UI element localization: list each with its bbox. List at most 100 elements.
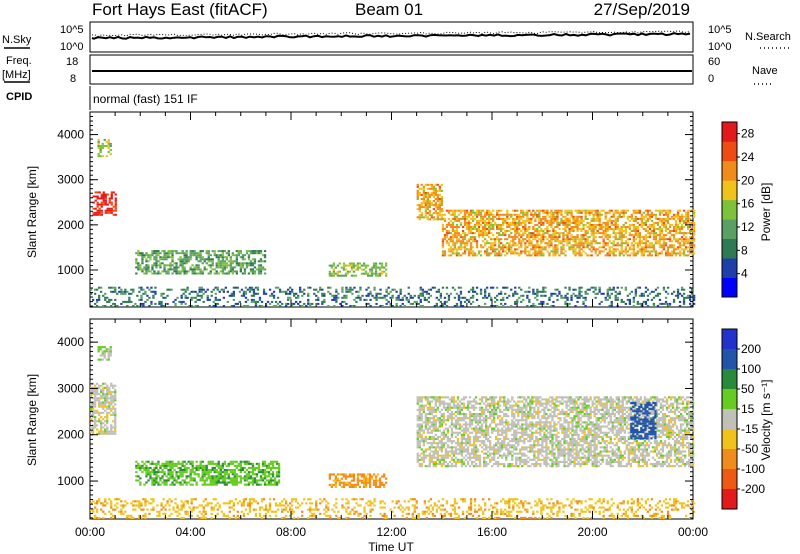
echo-cell — [436, 398, 439, 401]
echo-cell — [430, 458, 433, 461]
echo-cell — [532, 234, 535, 237]
echo-cell — [670, 252, 674, 255]
echo-cell — [303, 292, 306, 295]
echo-cell — [153, 272, 156, 275]
echo-cell — [291, 288, 294, 291]
echo-cell — [628, 302, 631, 305]
echo-cell — [419, 300, 422, 303]
echo-cell — [356, 262, 360, 265]
echo-cell — [660, 244, 664, 247]
echo-cell — [442, 406, 446, 409]
echo-cell — [554, 215, 557, 218]
echo-cell — [221, 477, 224, 480]
power-heatmap — [90, 138, 696, 307]
echo-cell — [432, 185, 435, 188]
echo-cell — [185, 254, 188, 257]
echo-cell — [269, 469, 273, 472]
echo-cell — [416, 435, 419, 438]
echo-cell — [305, 305, 308, 307]
echo-cell — [436, 435, 439, 438]
echo-cell — [612, 288, 615, 291]
echo-cell — [488, 236, 491, 239]
echo-cell — [592, 246, 595, 249]
echo-cell — [90, 391, 93, 394]
echo-cell — [328, 483, 331, 486]
echo-cell — [263, 477, 267, 480]
echo-cell — [596, 232, 599, 235]
echo-cell — [600, 209, 603, 212]
echo-cell — [566, 219, 569, 222]
echo-cell — [526, 211, 529, 214]
echo-cell — [109, 352, 112, 355]
echo-cell — [429, 294, 432, 297]
echo-cell — [211, 477, 214, 480]
echo-cell — [434, 202, 437, 205]
echo-cell — [418, 454, 421, 457]
echo-cell — [342, 475, 346, 478]
echo-cell — [275, 473, 279, 476]
echo-cell — [594, 232, 597, 235]
echo-cell — [143, 469, 146, 472]
echo-cell — [411, 296, 414, 299]
echo-cell — [687, 238, 690, 241]
echo-cell — [307, 294, 310, 297]
echo-cell — [181, 469, 184, 472]
echo-cell — [498, 240, 501, 243]
echo-cell — [351, 292, 354, 295]
echo-cell — [477, 236, 481, 239]
echo-cell — [498, 217, 501, 220]
echo-cell — [174, 305, 177, 307]
echo-cell — [177, 466, 180, 469]
echo-cell — [344, 264, 348, 267]
echo-cell — [261, 460, 265, 463]
echo-cell — [262, 288, 266, 291]
echo-cell — [358, 473, 362, 476]
echo-cell — [534, 246, 537, 249]
echo-cell — [562, 234, 565, 237]
echo-cell — [532, 246, 535, 249]
echo-cell — [171, 268, 174, 271]
echo-cell — [428, 187, 431, 190]
echo-cell — [185, 469, 188, 472]
echo-cell — [257, 250, 261, 253]
echo-cell — [346, 483, 350, 486]
echo-cell — [426, 193, 429, 196]
echo-cell — [161, 464, 164, 467]
echo-cell — [341, 296, 344, 299]
echo-cell — [469, 288, 473, 291]
echo-cell — [267, 464, 271, 467]
echo-cell — [218, 298, 221, 301]
echo-cell — [558, 240, 561, 243]
echo-cell — [463, 242, 467, 245]
echo-cell — [169, 466, 172, 469]
echo-cell — [259, 260, 263, 263]
echo-cell — [362, 262, 366, 265]
echo-cell — [122, 290, 125, 293]
echo-cell — [606, 292, 609, 295]
echo-cell — [532, 302, 535, 305]
echo-cell — [145, 460, 148, 463]
echo-cell — [524, 228, 527, 230]
echo-cell — [540, 217, 543, 220]
echo-cell — [348, 270, 352, 273]
echo-cell — [554, 217, 557, 220]
echo-cell — [247, 477, 251, 480]
echo-cell — [685, 215, 688, 218]
echo-cell — [680, 232, 684, 235]
power-x-axis — [89, 112, 694, 307]
echo-cell — [640, 242, 643, 245]
echo-cell — [570, 294, 573, 297]
echo-cell — [241, 262, 245, 265]
echo-cell — [430, 183, 433, 186]
echo-cell — [427, 292, 430, 295]
echo-cell — [177, 272, 180, 275]
echo-cell — [243, 466, 247, 469]
echo-cell — [634, 232, 637, 235]
echo-cell — [94, 195, 97, 198]
echo-cell — [560, 211, 563, 214]
echo-cell — [243, 460, 247, 463]
echo-cell — [459, 221, 463, 224]
echo-cell — [315, 288, 318, 291]
echo-cell — [98, 294, 101, 297]
echo-cell — [389, 302, 392, 305]
